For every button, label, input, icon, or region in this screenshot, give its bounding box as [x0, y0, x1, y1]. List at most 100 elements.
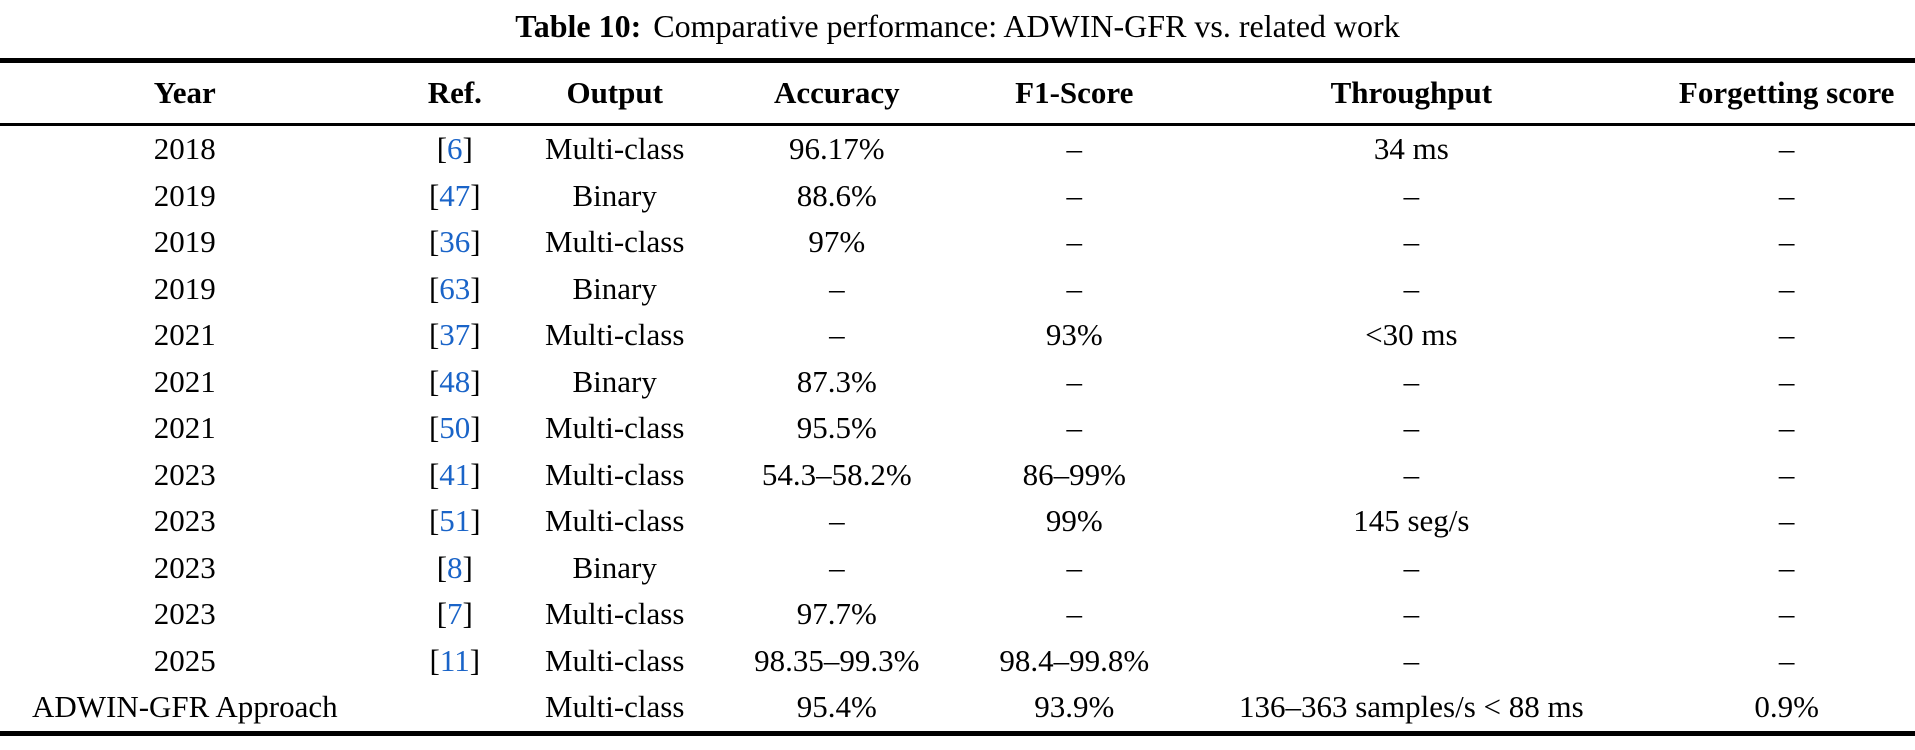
ref-citation-link[interactable]: 8	[447, 549, 463, 585]
table-row: 2021 [48] Binary 87.3% – – –	[0, 359, 1915, 406]
ref-close-bracket: ]	[462, 131, 473, 167]
cell-output: Multi-class	[544, 317, 685, 353]
cell-f1: –	[1066, 177, 1083, 213]
ref-close-bracket: ]	[470, 270, 481, 306]
cell-throughput: <30 ms	[1365, 317, 1458, 353]
cell-throughput: –	[1403, 270, 1420, 306]
cell-accuracy: 88.6%	[796, 177, 877, 213]
ref-citation-link[interactable]: 47	[439, 177, 471, 213]
cell-f1: –	[1066, 596, 1083, 632]
cell-output: Multi-class	[544, 596, 685, 632]
cell-forgetting: –	[1778, 456, 1795, 492]
ref-open-bracket: [	[429, 642, 440, 678]
cell-forgetting: –	[1778, 270, 1795, 306]
cell-throughput: –	[1403, 549, 1420, 585]
ref-open-bracket: [	[436, 131, 448, 167]
cell-throughput: –	[1403, 642, 1420, 678]
cell-output: Binary	[572, 177, 657, 213]
table-header: Year Ref. Output Accuracy F1-Score Throu…	[0, 60, 1915, 126]
table-caption-text: Comparative performance: ADWIN-GFR vs. r…	[653, 8, 1400, 44]
table-row: ADWIN-GFR Approach Multi-class 95.4% 93.…	[0, 684, 1915, 733]
cell-forgetting: –	[1778, 131, 1795, 167]
ref-citation-link[interactable]: 6	[447, 131, 463, 167]
ref-open-bracket: [	[436, 549, 448, 585]
table-row: 2019 [36] Multi-class 97% – – –	[0, 219, 1915, 266]
ref-citation-link[interactable]: 41	[439, 456, 471, 492]
cell-output: Multi-class	[544, 689, 685, 725]
ref-open-bracket: [	[428, 270, 440, 306]
col-header-forgetting: Forgetting score	[1658, 60, 1915, 126]
cell-throughput: 145 seg/s	[1353, 503, 1470, 539]
ref-citation-link[interactable]: 37	[439, 317, 471, 353]
cell-year: 2019	[153, 270, 216, 306]
cell-year: 2021	[153, 317, 216, 353]
cell-forgetting: 0.9%	[1754, 689, 1819, 725]
table-row: 2021 [50] Multi-class 95.5% – – –	[0, 405, 1915, 452]
ref-close-bracket: ]	[470, 363, 481, 399]
cell-year: 2019	[153, 224, 216, 260]
cell-ref: [6]	[370, 125, 540, 173]
table-row: 2019 [47] Binary 88.6% – – –	[0, 173, 1915, 220]
cell-year: 2018	[153, 131, 216, 167]
ref-close-bracket: ]	[470, 177, 481, 213]
cell-ref: [41]	[370, 452, 540, 499]
comparison-table: Year Ref. Output Accuracy F1-Score Throu…	[0, 58, 1915, 736]
cell-year: 2023	[153, 549, 216, 585]
cell-year: 2021	[153, 410, 216, 446]
ref-close-bracket: ]	[470, 317, 481, 353]
cell-throughput: 34 ms	[1373, 131, 1449, 167]
cell-f1: –	[1066, 131, 1083, 167]
cell-f1: –	[1066, 410, 1083, 446]
cell-accuracy: 95.4%	[796, 689, 877, 725]
cell-accuracy: –	[829, 549, 845, 585]
col-header-f1: F1-Score	[984, 60, 1165, 126]
cell-accuracy: 95.5%	[796, 410, 877, 446]
cell-accuracy: –	[829, 503, 845, 539]
cell-output: Multi-class	[544, 642, 685, 678]
cell-output: Multi-class	[544, 503, 685, 539]
ref-open-bracket: [	[428, 224, 440, 260]
cell-forgetting: –	[1778, 549, 1795, 585]
ref-citation-link[interactable]: 36	[439, 224, 471, 260]
cell-year: 2023	[153, 503, 216, 539]
ref-open-bracket: [	[436, 596, 448, 632]
ref-citation-link[interactable]: 11	[439, 642, 470, 678]
ref-open-bracket: [	[428, 503, 440, 539]
cell-ref: [50]	[370, 405, 540, 452]
ref-open-bracket: [	[428, 317, 440, 353]
ref-citation-link[interactable]: 50	[439, 410, 471, 446]
col-header-throughput: Throughput	[1164, 60, 1659, 126]
cell-ref	[370, 684, 540, 733]
cell-year: 2023	[153, 596, 216, 632]
cell-output: Multi-class	[544, 410, 685, 446]
cell-output: Multi-class	[544, 224, 685, 260]
cell-throughput: 136–363 samples/s < 88 ms	[1238, 689, 1584, 725]
table-row: 2018 [6] Multi-class 96.17% – 34 ms –	[0, 125, 1915, 173]
table-row: 2025 [11] Multi-class 98.35–99.3% 98.4–9…	[0, 638, 1915, 685]
cell-throughput: –	[1403, 224, 1420, 260]
cell-year: 2019	[153, 177, 216, 213]
cell-f1: –	[1066, 549, 1083, 585]
ref-citation-link[interactable]: 48	[439, 363, 471, 399]
table-caption-label: Table 10:	[515, 8, 642, 44]
cell-ref: [11]	[370, 638, 540, 685]
cell-ref: [63]	[370, 266, 540, 313]
table-row: 2023 [51] Multi-class – 99% 145 seg/s –	[0, 498, 1915, 545]
cell-accuracy: 96.17%	[789, 131, 885, 167]
ref-close-bracket: ]	[470, 224, 481, 260]
ref-close-bracket: ]	[462, 596, 473, 632]
ref-citation-link[interactable]: 51	[439, 503, 471, 539]
col-header-output: Output	[540, 60, 690, 126]
ref-close-bracket: ]	[462, 549, 473, 585]
cell-throughput: –	[1403, 177, 1420, 213]
table-row: 2023 [7] Multi-class 97.7% – – –	[0, 591, 1915, 638]
cell-forgetting: –	[1778, 363, 1795, 399]
cell-accuracy: –	[829, 270, 845, 306]
header-row: Year Ref. Output Accuracy F1-Score Throu…	[0, 60, 1915, 126]
ref-citation-link[interactable]: 63	[439, 270, 471, 306]
ref-citation-link[interactable]: 7	[447, 596, 463, 632]
col-header-year: Year	[0, 60, 370, 126]
ref-close-bracket: ]	[470, 456, 481, 492]
table-row: 2023 [41] Multi-class 54.3–58.2% 86–99% …	[0, 452, 1915, 499]
cell-forgetting: –	[1778, 503, 1795, 539]
